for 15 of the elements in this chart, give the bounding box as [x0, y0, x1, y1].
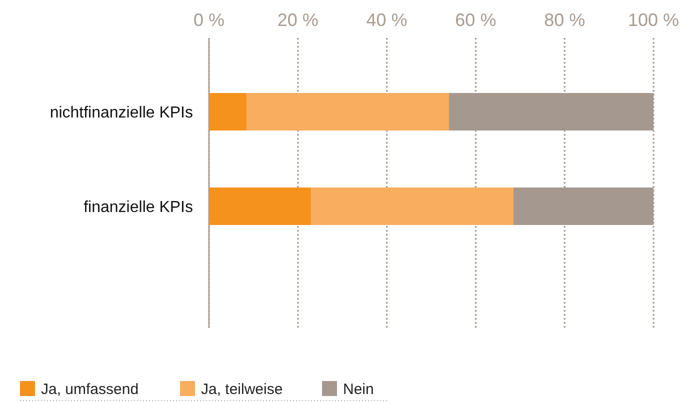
y-tick-label: nichtfinanzielle KPIs: [50, 104, 193, 122]
y-tick-label: finanzielle KPIs: [84, 198, 193, 216]
legend-label: Ja, umfassend: [41, 381, 139, 398]
x-tick-label: 100 %: [628, 10, 680, 30]
legend-label: Nein: [343, 381, 374, 398]
x-tick-label: 20 %: [277, 10, 318, 30]
bar: [209, 93, 247, 130]
x-tick-label: 0 %: [193, 10, 225, 30]
x-tick-label: 40 %: [366, 10, 408, 30]
bar: [311, 188, 514, 225]
x-tick-label: 80 %: [544, 10, 586, 30]
x-tick-label: 60 %: [455, 10, 496, 30]
legend-label: Ja, teilweise: [201, 381, 283, 398]
bar: [209, 188, 312, 225]
bar: [246, 93, 450, 130]
